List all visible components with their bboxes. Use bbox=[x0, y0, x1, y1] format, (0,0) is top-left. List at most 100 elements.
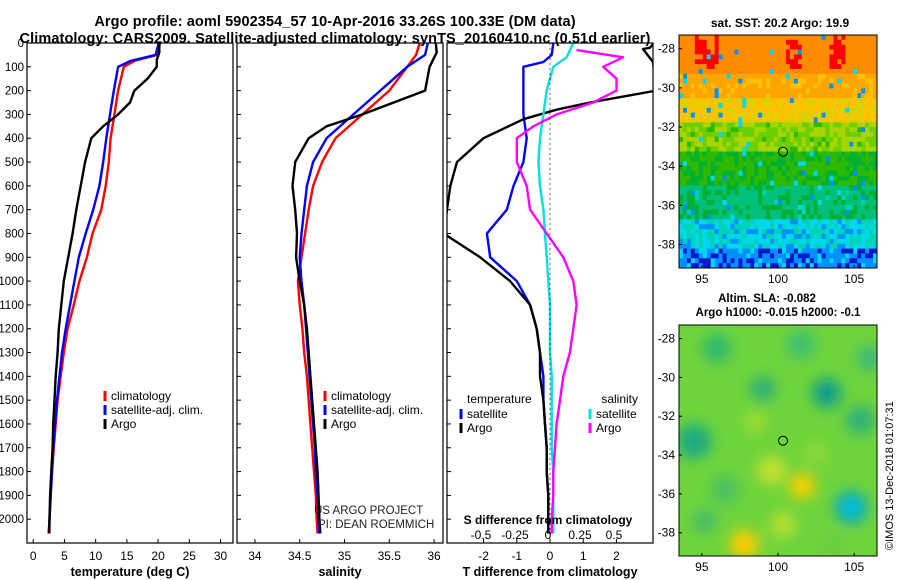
sst-pixel bbox=[770, 175, 775, 182]
sst-pixel bbox=[738, 64, 743, 70]
sst-pixel bbox=[770, 200, 775, 206]
sst-pixel bbox=[766, 224, 771, 230]
sst-pixel bbox=[785, 214, 791, 221]
sst-pixel bbox=[686, 107, 692, 114]
sst-pixel bbox=[714, 214, 720, 221]
sst-pixel bbox=[845, 224, 850, 230]
sst-pixel bbox=[801, 88, 807, 94]
sst-pixel bbox=[781, 263, 787, 268]
sst-pixel bbox=[825, 132, 831, 138]
sst-pixel bbox=[845, 64, 850, 70]
sst-pixel bbox=[734, 238, 739, 245]
sst-pixel bbox=[869, 107, 874, 114]
sst-pixel bbox=[781, 170, 787, 177]
sst-pixel bbox=[750, 170, 755, 177]
sst-pixel bbox=[813, 68, 819, 75]
sst-pixel bbox=[845, 39, 850, 46]
sst-pixel bbox=[738, 229, 743, 235]
sst-pixel bbox=[817, 258, 823, 264]
y-tick-label: 300 bbox=[5, 109, 24, 121]
sst-pixel bbox=[710, 156, 716, 162]
sst-pixel bbox=[805, 156, 811, 162]
sst-pixel bbox=[821, 204, 827, 211]
sst-pixel bbox=[853, 78, 858, 85]
sst-pixel bbox=[726, 54, 732, 60]
sst-pixel bbox=[702, 122, 708, 128]
sst-pixel bbox=[785, 73, 791, 80]
sst-pixel bbox=[837, 156, 842, 162]
sst-pixel bbox=[766, 161, 771, 167]
sst-pixel bbox=[746, 88, 751, 94]
sst-pixel bbox=[841, 238, 846, 245]
sst-pixel bbox=[869, 127, 874, 133]
sst-pixel bbox=[821, 73, 827, 80]
sst-pixel bbox=[730, 219, 736, 225]
sst-pixel bbox=[821, 180, 827, 187]
sst-pixel bbox=[690, 122, 696, 128]
sst-pixel bbox=[690, 73, 696, 80]
sst-pixel bbox=[825, 200, 831, 206]
sst-pixel bbox=[730, 102, 736, 109]
sst-pixel bbox=[817, 132, 823, 138]
sst-pixel bbox=[679, 229, 684, 235]
sst-pixel bbox=[849, 64, 854, 70]
sst-pixel bbox=[778, 64, 783, 70]
sst-pixel bbox=[813, 59, 819, 65]
sst-pixel bbox=[770, 122, 775, 128]
sst-pixel bbox=[849, 238, 854, 245]
sst-pixel bbox=[750, 44, 755, 51]
sst-pixel bbox=[837, 49, 842, 56]
sst-pixel bbox=[801, 64, 807, 70]
sst-pixel bbox=[706, 93, 712, 99]
sst-pixel bbox=[793, 161, 799, 167]
sst-pixel bbox=[869, 219, 874, 225]
sst-pixel bbox=[710, 263, 716, 268]
sst-pixel bbox=[825, 234, 831, 240]
sst-pixel bbox=[750, 88, 755, 94]
sst-pixel bbox=[797, 112, 803, 119]
sst-pixel bbox=[805, 73, 811, 80]
sst-pixel bbox=[722, 180, 728, 187]
sst-pixel bbox=[694, 214, 700, 221]
sst-pixel bbox=[873, 185, 877, 191]
sst-pixel bbox=[702, 234, 708, 240]
sst-pixel bbox=[861, 234, 866, 240]
x-tick-label: 36 bbox=[427, 549, 441, 563]
sst-pixel bbox=[849, 190, 854, 196]
sst-pixel bbox=[805, 166, 811, 172]
sst-pixel bbox=[825, 59, 831, 65]
sst-pixel bbox=[730, 122, 736, 128]
sst-pixel bbox=[781, 88, 787, 94]
sst-pixel bbox=[726, 141, 732, 148]
sst-pixel bbox=[679, 253, 684, 259]
sst-pixel bbox=[694, 141, 700, 148]
sst-pixel bbox=[781, 83, 787, 89]
sst-pixel bbox=[793, 141, 799, 148]
sst-pixel bbox=[686, 83, 692, 89]
sst-pixel bbox=[694, 258, 700, 264]
sst-pixel bbox=[805, 127, 811, 133]
sst-pixel bbox=[857, 132, 862, 138]
sla-anomaly-blob bbox=[821, 533, 848, 556]
sst-pixel bbox=[742, 214, 747, 221]
sst-pixel bbox=[789, 35, 795, 41]
sst-pixel bbox=[766, 68, 771, 75]
sst-pixel bbox=[813, 195, 819, 201]
sst-pixel bbox=[817, 263, 823, 268]
map-y-tick-label: -28 bbox=[658, 42, 676, 56]
sst-pixel bbox=[817, 234, 823, 240]
sst-pixel bbox=[679, 185, 684, 191]
x-tick-label: 35.5 bbox=[378, 549, 402, 563]
sst-pixel bbox=[734, 127, 739, 133]
sst-pixel bbox=[833, 263, 838, 268]
sst-pixel bbox=[781, 132, 787, 138]
sst-pixel bbox=[762, 224, 767, 230]
sst-pixel bbox=[821, 68, 827, 75]
sst-pixel bbox=[742, 54, 747, 60]
sst-pixel bbox=[714, 78, 720, 85]
sst-pixel bbox=[805, 190, 811, 196]
sst-pixel bbox=[718, 35, 724, 41]
sst-pixel bbox=[797, 44, 803, 51]
sst-pixel bbox=[726, 102, 732, 109]
sst-pixel bbox=[821, 64, 827, 70]
